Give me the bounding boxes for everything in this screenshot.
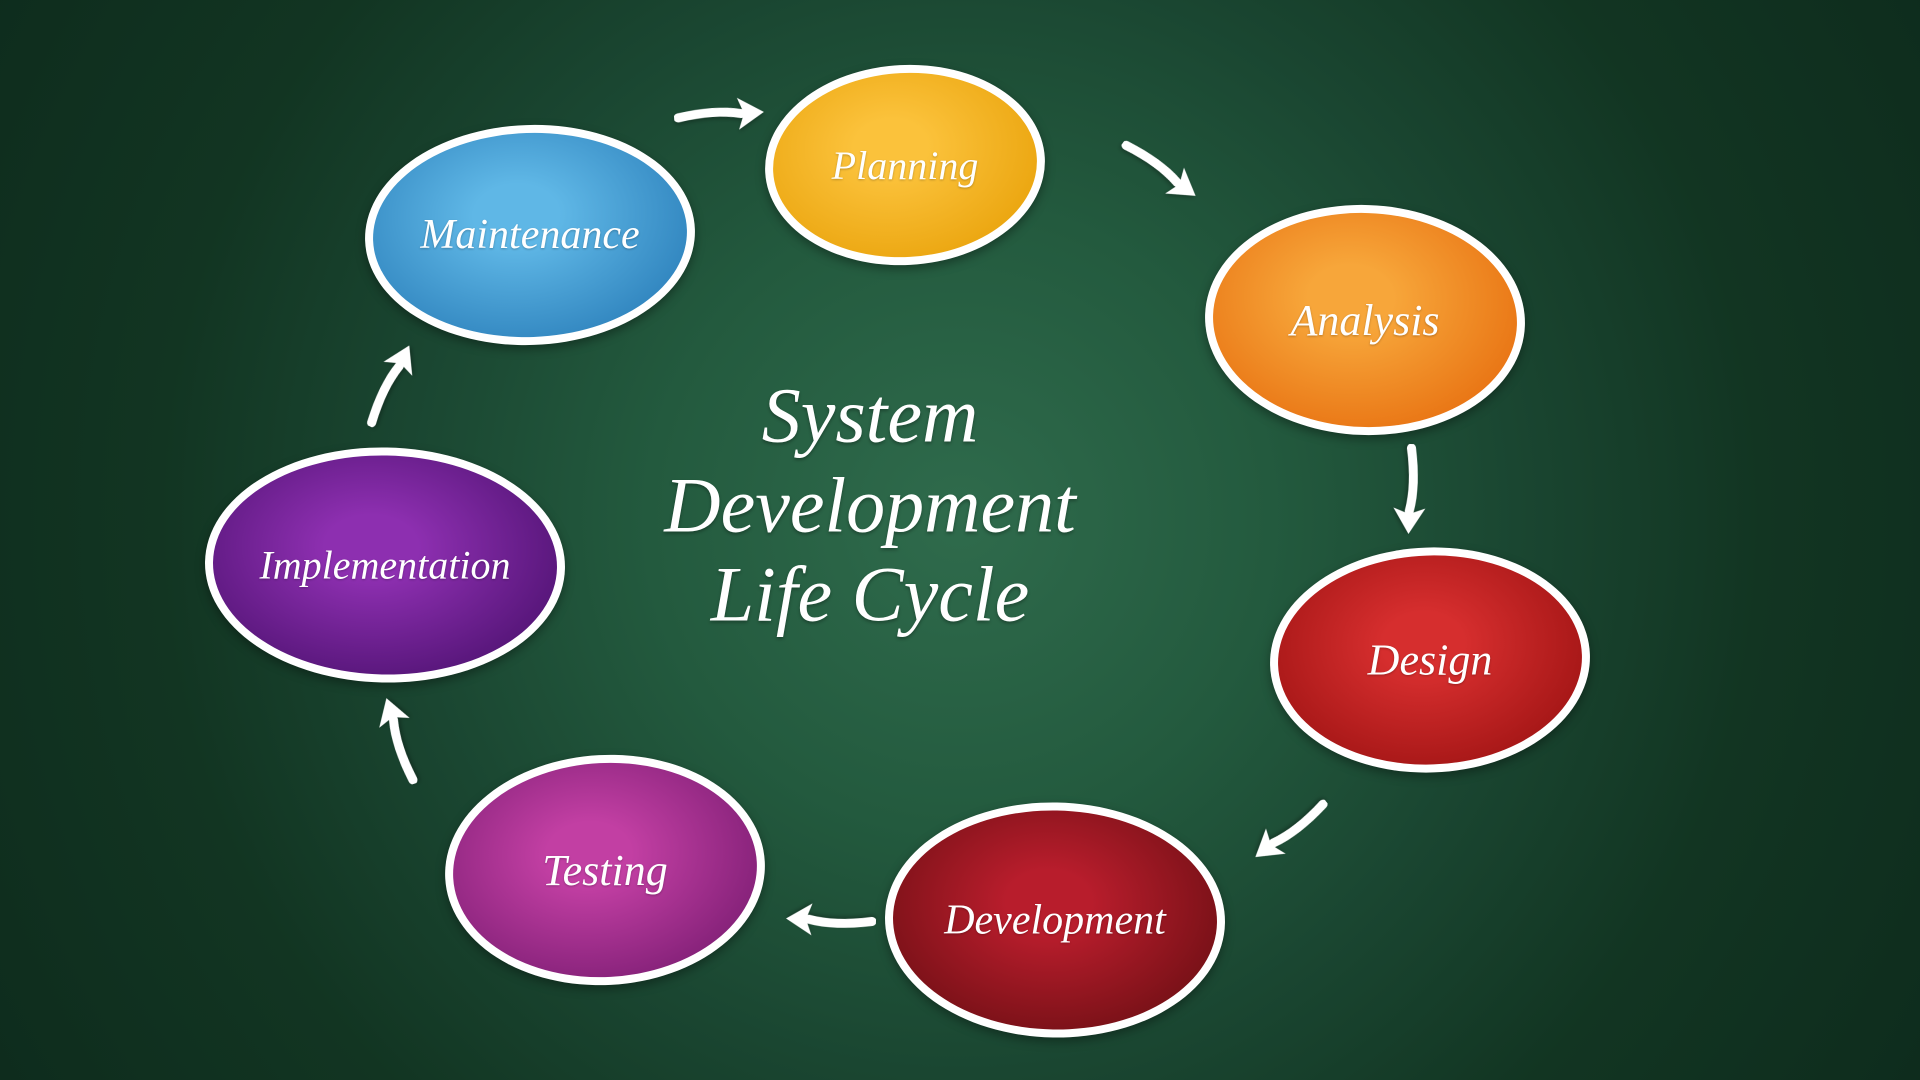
arrow-analysis-to-design bbox=[1386, 443, 1433, 536]
arrow-maintenance-to-planning bbox=[673, 90, 768, 140]
cycle-node-maintenance: Maintenance bbox=[361, 119, 698, 350]
node-label: Maintenance bbox=[365, 125, 695, 345]
node-label: Implementation bbox=[205, 448, 565, 683]
node-label: Analysis bbox=[1205, 205, 1525, 435]
node-label: Planning bbox=[765, 65, 1045, 265]
node-label: Design bbox=[1270, 548, 1590, 773]
cycle-node-planning: Planning bbox=[760, 58, 1050, 272]
cycle-node-testing: Testing bbox=[439, 747, 771, 993]
cycle-node-analysis: Analysis bbox=[1201, 199, 1529, 440]
center-title: System Development Life Cycle bbox=[664, 370, 1075, 639]
cycle-node-design: Design bbox=[1266, 542, 1594, 778]
node-label: Development bbox=[885, 803, 1225, 1038]
diagram-stage: System Development Life Cycle Planning An… bbox=[0, 0, 1920, 1080]
cycle-node-implementation: Implementation bbox=[203, 444, 567, 685]
node-label: Testing bbox=[445, 755, 765, 985]
cycle-node-development: Development bbox=[883, 800, 1227, 1041]
arrow-development-to-testing bbox=[783, 896, 876, 943]
